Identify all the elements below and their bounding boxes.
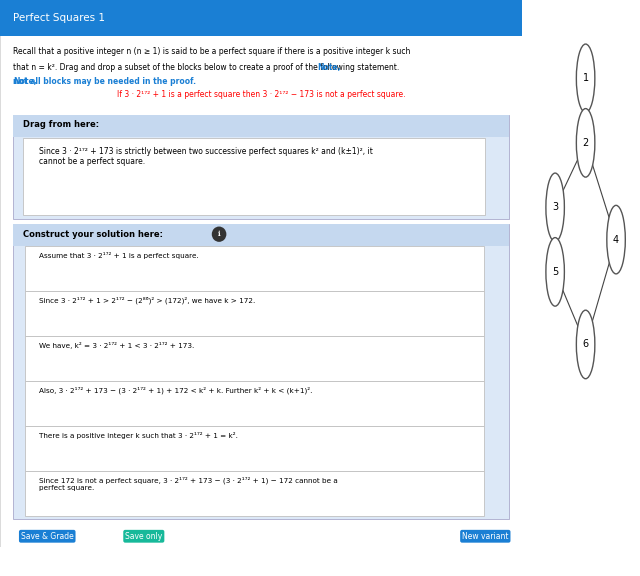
Text: Note,: Note, (317, 63, 340, 72)
FancyBboxPatch shape (24, 381, 484, 426)
FancyBboxPatch shape (24, 291, 484, 336)
Text: 1: 1 (582, 73, 589, 84)
Text: New variant: New variant (462, 532, 509, 541)
FancyBboxPatch shape (24, 138, 485, 215)
Text: If 3 · 2¹⁷² + 1 is a perfect square then 3 · 2¹⁷² − 173 is not a perfect square.: If 3 · 2¹⁷² + 1 is a perfect square then… (116, 90, 405, 99)
FancyBboxPatch shape (24, 336, 484, 381)
Text: Since 172 is not a perfect square, 3 · 2¹⁷² + 173 − (3 · 2¹⁷² + 1) − 172 cannot : Since 172 is not a perfect square, 3 · 2… (39, 477, 338, 491)
Circle shape (577, 44, 595, 113)
Text: 4: 4 (613, 234, 619, 245)
Circle shape (546, 173, 564, 242)
Text: Perfect Squares 1: Perfect Squares 1 (13, 13, 105, 23)
Circle shape (546, 238, 564, 306)
FancyBboxPatch shape (13, 224, 509, 519)
Text: 5: 5 (552, 267, 558, 277)
FancyBboxPatch shape (0, 0, 522, 36)
Text: Recall that a positive integer n (n ≥ 1) is said to be a perfect square if there: Recall that a positive integer n (n ≥ 1)… (13, 47, 410, 55)
Text: We have, k² = 3 · 2¹⁷² + 1 < 3 · 2¹⁷² + 173.: We have, k² = 3 · 2¹⁷² + 1 < 3 · 2¹⁷² + … (39, 342, 195, 349)
Text: Also, 3 · 2¹⁷² + 173 − (3 · 2¹⁷² + 1) + 172 < k² + k. Further k² + k < (k+1)².: Also, 3 · 2¹⁷² + 173 − (3 · 2¹⁷² + 1) + … (39, 387, 312, 395)
FancyBboxPatch shape (0, 0, 522, 547)
Circle shape (212, 226, 227, 242)
Text: Since 3 · 2¹⁷² + 173 is strictly between two successive perfect squares k² and (: Since 3 · 2¹⁷² + 173 is strictly between… (39, 147, 373, 166)
Text: ℹ: ℹ (218, 231, 220, 237)
Text: 3: 3 (552, 202, 558, 213)
Text: not all blocks may be needed in the proof.: not all blocks may be needed in the proo… (13, 77, 196, 86)
Text: Note,: Note, (13, 77, 36, 86)
Text: 6: 6 (582, 339, 589, 350)
Text: Assume that 3 · 2¹⁷² + 1 is a perfect square.: Assume that 3 · 2¹⁷² + 1 is a perfect sq… (39, 252, 199, 259)
Text: Save only: Save only (125, 532, 163, 541)
FancyBboxPatch shape (13, 115, 509, 137)
Text: 2: 2 (582, 138, 589, 148)
Text: There is a positive integer k such that 3 · 2¹⁷² + 1 = k².: There is a positive integer k such that … (39, 432, 238, 439)
FancyBboxPatch shape (24, 471, 484, 516)
FancyBboxPatch shape (13, 115, 509, 219)
Text: Drag from here:: Drag from here: (24, 120, 100, 129)
Circle shape (577, 310, 595, 379)
FancyBboxPatch shape (24, 426, 484, 471)
Text: Construct your solution here:: Construct your solution here: (24, 230, 163, 238)
Text: Since 3 · 2¹⁷² + 1 > 2¹⁷² − (2⁸⁶)² > (172)², we have k > 172.: Since 3 · 2¹⁷² + 1 > 2¹⁷² − (2⁸⁶)² > (17… (39, 297, 255, 304)
Circle shape (607, 206, 625, 274)
FancyBboxPatch shape (13, 224, 509, 247)
Circle shape (577, 109, 595, 177)
Text: Save & Grade: Save & Grade (21, 532, 74, 541)
Text: that n = k². Drag and drop a subset of the blocks below to create a proof of the: that n = k². Drag and drop a subset of t… (13, 63, 402, 72)
FancyBboxPatch shape (24, 246, 484, 291)
